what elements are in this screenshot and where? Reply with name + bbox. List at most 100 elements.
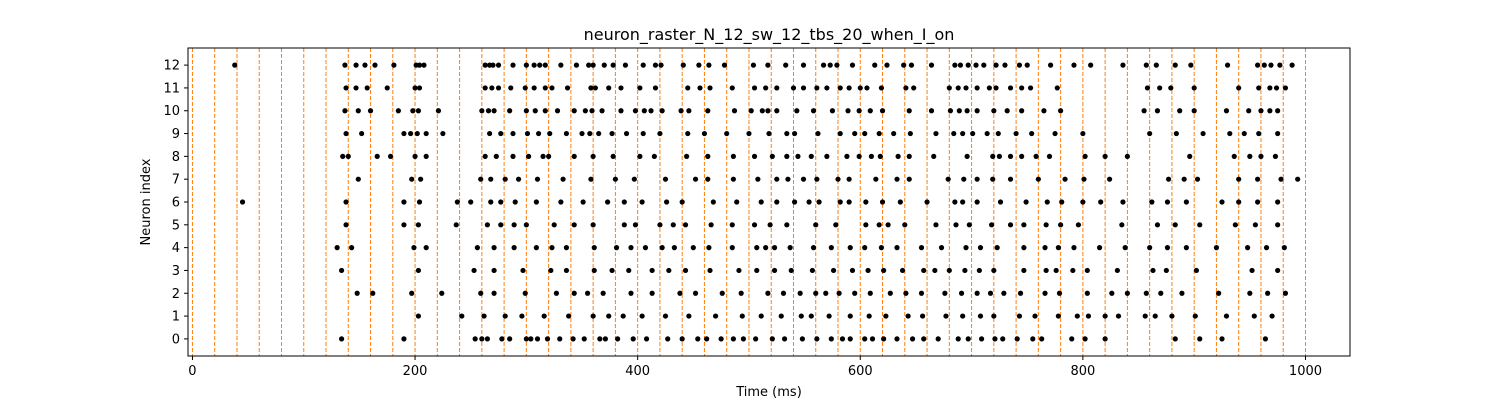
chart-title: neuron_raster_N_12_sw_12_tbs_20_when_I_o…	[584, 25, 955, 45]
bin-boundary-lines	[191, 48, 1306, 356]
y-tick-label: 2	[172, 287, 180, 302]
spike-point	[828, 336, 834, 342]
spike-point	[1275, 130, 1281, 137]
spike-point	[586, 62, 592, 68]
spike-point	[755, 176, 761, 182]
spike-point	[1019, 85, 1025, 91]
spike-point	[765, 62, 771, 68]
spike-point	[932, 267, 938, 274]
x-tick-label: 600	[848, 364, 873, 379]
spike-point	[1035, 176, 1041, 182]
spike-point	[1223, 313, 1230, 319]
spike-point	[1098, 199, 1104, 205]
spike-point	[814, 336, 820, 342]
spike-point	[785, 176, 791, 182]
spike-point	[724, 130, 730, 137]
spike-point	[1062, 176, 1068, 182]
spike-point	[1071, 245, 1077, 251]
spike-point	[921, 267, 927, 274]
spike-point	[1227, 130, 1233, 137]
spike-point	[712, 313, 719, 319]
spike-point	[1007, 222, 1014, 228]
spike-point	[670, 222, 676, 228]
spike-point	[981, 62, 987, 68]
spike-point	[1277, 62, 1283, 68]
spike-point	[495, 62, 502, 68]
spike-point	[609, 130, 615, 137]
spike-point	[696, 62, 702, 68]
spike-point	[845, 108, 851, 114]
spike-point	[367, 108, 374, 114]
spike-point	[1042, 245, 1048, 251]
spike-point	[778, 313, 784, 319]
spike-point	[1081, 176, 1087, 182]
spike-point	[1282, 85, 1289, 91]
spike-point	[353, 62, 359, 68]
x-tick-label: 1000	[1289, 364, 1322, 379]
spike-point	[1033, 153, 1039, 159]
spike-point	[409, 290, 415, 296]
spike-point	[549, 245, 555, 251]
spike-point	[423, 245, 429, 251]
spike-point	[472, 336, 478, 342]
spike-point	[415, 313, 421, 319]
spike-point	[867, 290, 873, 296]
spike-point	[484, 222, 491, 228]
spike-point	[440, 130, 446, 137]
spike-point	[359, 130, 365, 137]
spike-point	[590, 62, 596, 68]
spike-point	[1157, 85, 1163, 91]
spike-point	[632, 222, 639, 228]
spike-point	[387, 153, 394, 159]
spike-point	[680, 62, 686, 68]
spike-point	[652, 62, 659, 68]
spike-point	[1188, 62, 1194, 68]
spike-point	[986, 85, 992, 91]
spike-point	[846, 199, 852, 205]
spike-point	[401, 130, 407, 137]
spike-point	[512, 199, 518, 205]
spike-point	[1070, 267, 1076, 274]
spike-point	[1154, 108, 1161, 114]
spike-point	[901, 62, 907, 68]
spike-point	[1069, 336, 1075, 342]
spike-point	[370, 290, 376, 296]
spike-point	[697, 85, 703, 91]
spike-point	[960, 130, 966, 137]
spike-point	[1120, 199, 1126, 205]
spike-point	[342, 108, 348, 114]
x-tick-label: 400	[625, 364, 650, 379]
spike-point	[511, 222, 517, 228]
spike-point	[810, 108, 817, 114]
spike-point	[515, 176, 522, 182]
spike-point	[584, 290, 591, 296]
spike-point	[639, 313, 645, 319]
spike-point	[571, 290, 577, 296]
spike-point	[491, 267, 497, 274]
spike-point	[865, 267, 871, 274]
spike-point	[774, 199, 780, 205]
spike-point	[1055, 245, 1061, 251]
spike-point	[1200, 130, 1206, 137]
spike-point	[894, 336, 900, 342]
spike-point	[1278, 176, 1284, 182]
spike-point	[729, 85, 735, 91]
spike-point	[414, 130, 420, 137]
spike-point	[957, 62, 964, 68]
spike-point	[823, 290, 829, 296]
spike-point	[704, 336, 710, 342]
spike-point	[679, 336, 685, 342]
spike-point	[991, 313, 997, 319]
spike-point	[809, 267, 816, 274]
spike-point	[498, 199, 504, 205]
spike-point	[1179, 290, 1185, 296]
spike-point	[362, 62, 368, 68]
spike-point	[482, 85, 488, 91]
spike-point	[522, 290, 528, 296]
spike-point	[903, 85, 909, 91]
spike-point	[1256, 130, 1262, 137]
spike-point	[553, 290, 560, 296]
spike-point	[707, 267, 713, 274]
spike-point	[1177, 108, 1183, 114]
spike-point	[435, 108, 442, 114]
